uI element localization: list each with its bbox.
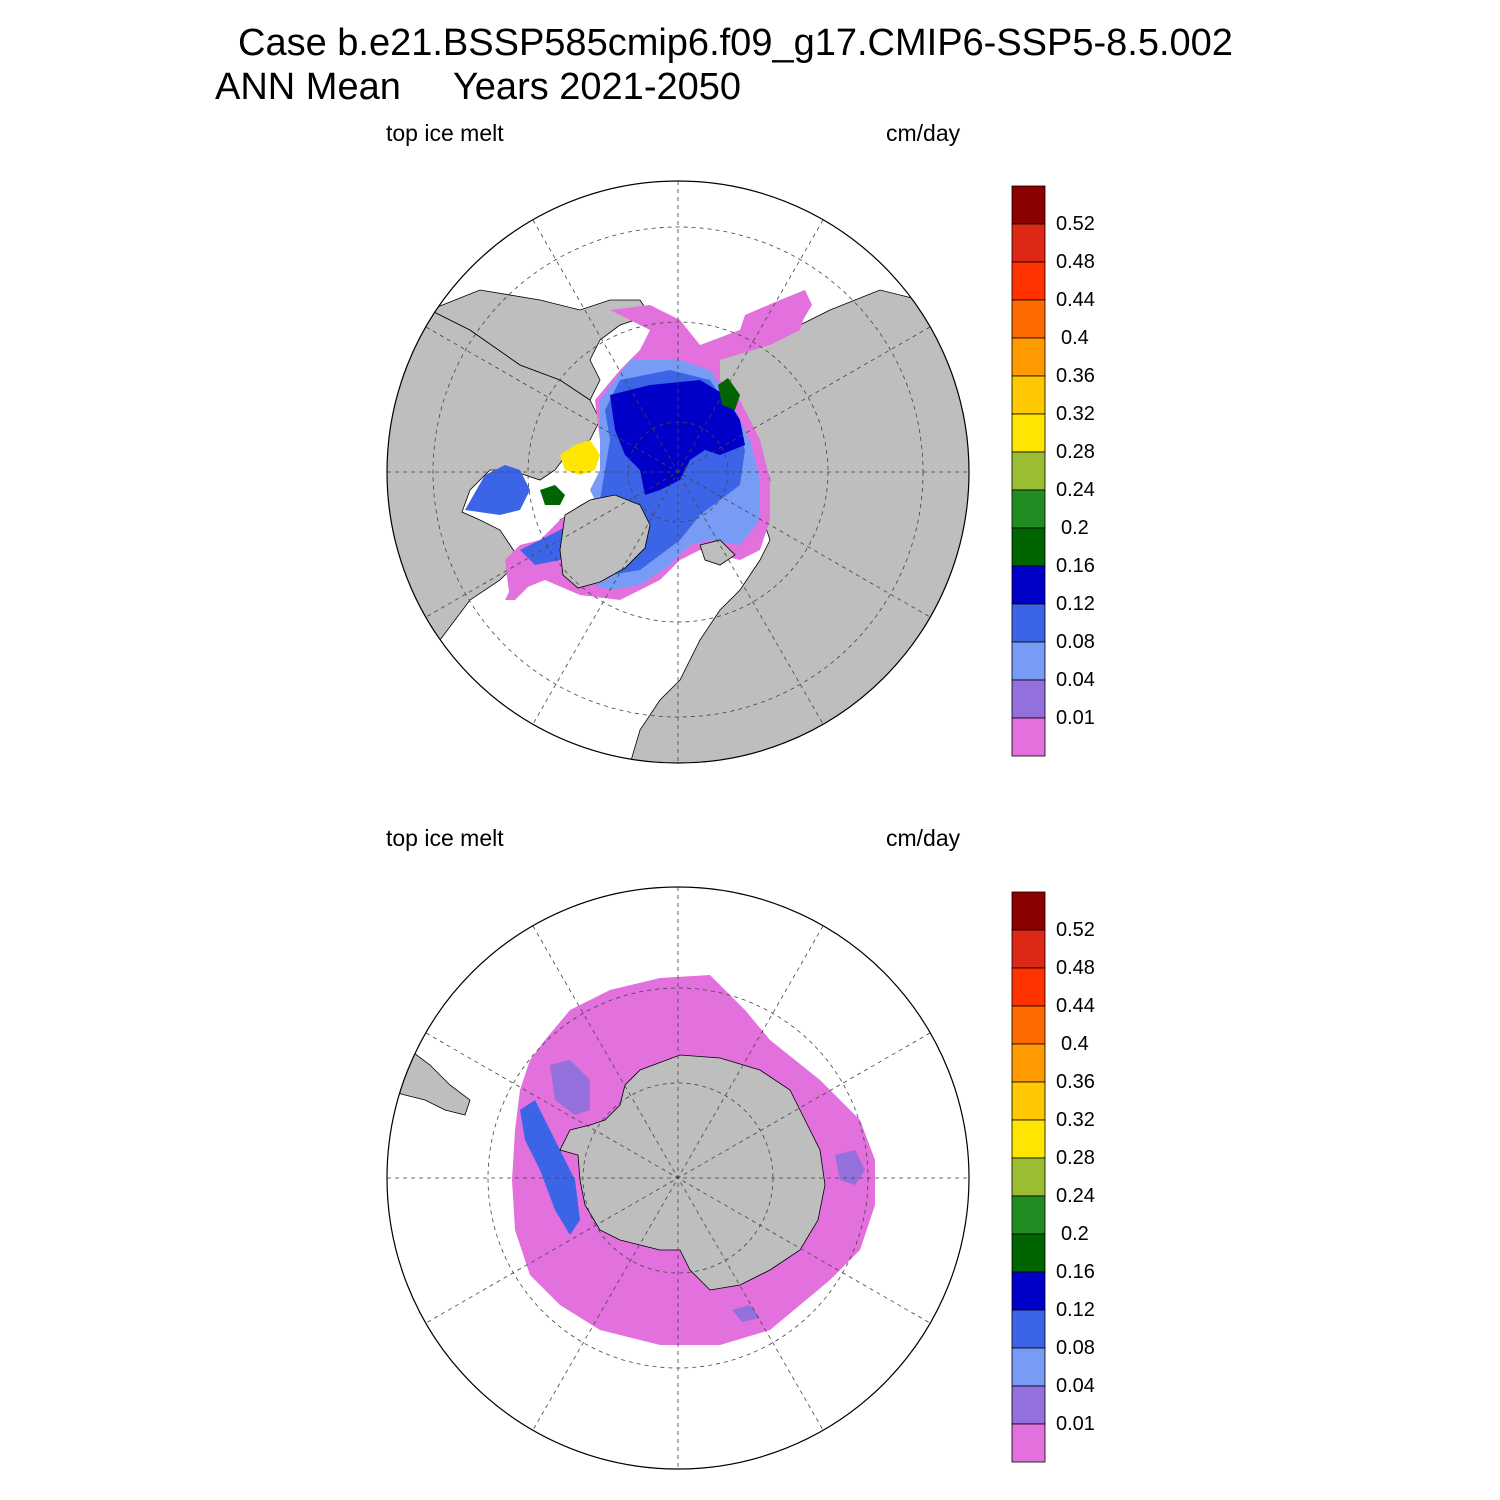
plot-title-period: ANN Mean Years 2021-2050	[215, 66, 742, 108]
antarctic-units-label: cm/day	[886, 825, 961, 851]
colorbar-swatch	[1011, 413, 1046, 453]
colorbar-tick-label: 0.24	[1056, 1185, 1095, 1207]
colorbar-tick-label: 0.08	[1056, 631, 1095, 653]
colorbar-tick-label: 0.2	[1061, 517, 1089, 539]
colorbar-tick-label: 0.12	[1056, 593, 1095, 615]
colorbar-tick-label: 0.01	[1056, 1413, 1095, 1435]
colorbar-tick-label: 0.44	[1056, 995, 1095, 1017]
colorbar-swatch	[1011, 185, 1046, 225]
colorbar-swatch	[1011, 527, 1046, 567]
south-america-land	[387, 1049, 471, 1116]
arctic-variable-label: top ice melt	[386, 120, 504, 146]
colorbar-tick-label: 0.36	[1056, 365, 1095, 387]
svalbard-land	[699, 539, 736, 566]
arctic-map	[386, 180, 970, 764]
antarctic-variable-label: top ice melt	[386, 825, 504, 851]
peninsula-melt-008	[520, 1100, 580, 1235]
colorbar-swatch	[1011, 565, 1046, 605]
colorbar-swatch	[1011, 451, 1046, 491]
colorbar-swatch	[1011, 1005, 1046, 1045]
antarctic-colorbar	[1011, 891, 1046, 1463]
colorbar-tick-label: 0.16	[1056, 1261, 1095, 1283]
colorbar-swatch	[1011, 1423, 1046, 1463]
colorbar-swatch	[1011, 1043, 1046, 1083]
antarctica-land	[559, 1054, 826, 1291]
colorbar-swatch	[1011, 489, 1046, 529]
antarctic-graticule	[387, 887, 969, 1469]
colorbar-tick-label: 0.04	[1056, 669, 1095, 691]
colorbar-tick-label: 0.52	[1056, 213, 1095, 235]
east-antarctic-melt-004	[835, 1150, 865, 1185]
colorbar-tick-label: 0.16	[1056, 555, 1095, 577]
colorbar-swatch	[1011, 261, 1046, 301]
arctic-colorbar	[1011, 185, 1046, 757]
arctic-map-border	[386, 180, 970, 764]
colorbar-tick-label: 0.4	[1061, 327, 1089, 349]
colorbar-swatch	[1011, 375, 1046, 415]
arctic-graticule	[387, 181, 969, 763]
hudson-bay-melt	[465, 465, 530, 515]
colorbar-swatch	[1011, 1271, 1046, 1311]
east-siberian-melt-green	[718, 378, 740, 410]
colorbar-swatch	[1011, 717, 1046, 757]
colorbar-swatch	[1011, 1233, 1046, 1273]
colorbar-tick-label: 0.48	[1056, 251, 1095, 273]
colorbar-tick-label: 0.32	[1056, 1109, 1095, 1131]
colorbar-swatch	[1011, 1385, 1046, 1425]
antarctic-map	[386, 886, 970, 1470]
colorbar-tick-label: 0.48	[1056, 957, 1095, 979]
colorbar-tick-label: 0.4	[1061, 1033, 1089, 1055]
caa-melt-green	[540, 485, 565, 505]
colorbar-tick-label: 0.08	[1056, 1337, 1095, 1359]
colorbar-swatch	[1011, 1309, 1046, 1349]
colorbar-tick-label: 0.01	[1056, 707, 1095, 729]
colorbar-tick-label: 0.28	[1056, 441, 1095, 463]
arctic-units-label: cm/day	[886, 120, 961, 146]
colorbar-tick-label: 0.24	[1056, 479, 1095, 501]
colorbar-swatch	[1011, 603, 1046, 643]
colorbar-tick-label: 0.32	[1056, 403, 1095, 425]
alaska-land	[429, 289, 651, 401]
colorbar-swatch	[1011, 1195, 1046, 1235]
colorbar-tick-label: 0.04	[1056, 1375, 1095, 1397]
ross-melt-004	[732, 1305, 760, 1322]
antarctic-map-border	[386, 886, 970, 1470]
colorbar-swatch	[1011, 1157, 1046, 1197]
colorbar-tick-label: 0.12	[1056, 1299, 1095, 1321]
weddell-melt-004	[550, 1060, 590, 1115]
colorbar-swatch	[1011, 967, 1046, 1007]
bering-sea-melt	[740, 290, 812, 335]
arctic-melt-012	[610, 380, 745, 495]
colorbar-tick-label: 0.2	[1061, 1223, 1089, 1245]
colorbar-swatch	[1011, 641, 1046, 681]
caa-melt-yellow	[560, 440, 600, 475]
colorbar-swatch	[1011, 299, 1046, 339]
colorbar-swatch	[1011, 1347, 1046, 1387]
colorbar-swatch	[1011, 337, 1046, 377]
colorbar-swatch	[1011, 1081, 1046, 1121]
colorbar-swatch	[1011, 679, 1046, 719]
gulf-melt	[505, 565, 540, 600]
plot-title-case: Case b.e21.BSSP585cmip6.f09_g17.CMIP6-SS…	[238, 22, 1233, 64]
colorbar-swatch	[1011, 223, 1046, 263]
colorbar-tick-label: 0.36	[1056, 1071, 1095, 1093]
colorbar-tick-label: 0.28	[1056, 1147, 1095, 1169]
colorbar-tick-label: 0.52	[1056, 919, 1095, 941]
colorbar-swatch	[1011, 891, 1046, 931]
colorbar-swatch	[1011, 1119, 1046, 1159]
colorbar-tick-label: 0.44	[1056, 289, 1095, 311]
greenland-land-top	[559, 494, 651, 589]
colorbar-swatch	[1011, 929, 1046, 969]
